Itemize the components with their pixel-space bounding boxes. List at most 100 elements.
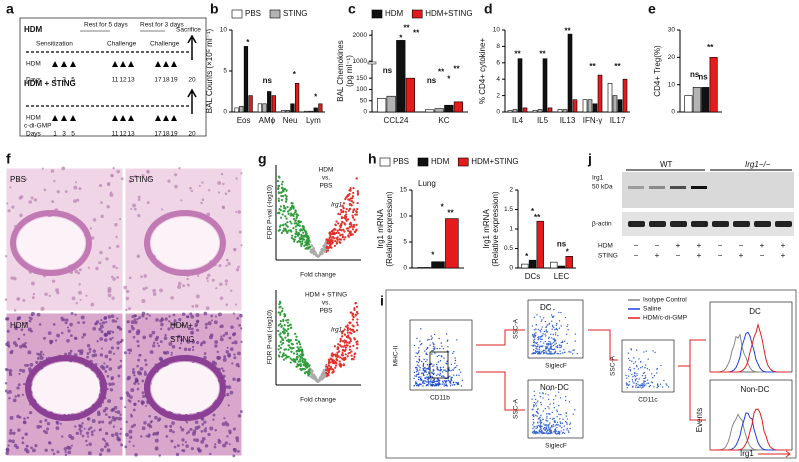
gene-point [329,235,332,239]
event [438,337,440,340]
event [555,324,558,326]
gene-point [296,353,299,356]
cell [64,190,68,194]
event [626,377,628,379]
gene-point [287,355,290,358]
event [548,351,551,353]
gene-point [279,332,282,335]
dose [112,61,118,67]
gene-point [284,336,287,339]
cell [152,292,157,296]
label: HDM+ [170,321,193,330]
gene-point [348,345,352,348]
cell [177,285,182,290]
dose [70,61,76,67]
cell [46,427,50,431]
event [536,348,538,350]
gene-point [282,353,285,356]
cell [124,445,128,449]
event [569,423,571,426]
event [537,328,540,331]
cell [71,296,76,301]
gene-point [286,321,289,324]
event [553,425,555,427]
gene-point [279,351,282,354]
gene-point [312,248,315,251]
cell [148,414,152,418]
event [460,385,463,387]
event [449,385,452,387]
event [445,380,448,382]
gene-point [286,221,289,224]
event [553,417,555,420]
event [439,372,442,375]
label: HDM [26,115,41,122]
event [537,412,539,415]
bar [692,87,701,113]
cell [82,333,87,337]
plot-frame [709,379,793,451]
cell [125,308,128,312]
event [428,338,430,341]
event [540,427,542,429]
cell [96,340,99,343]
gene-point [296,234,300,237]
event [541,326,543,328]
gene-point [303,358,306,361]
gene-point [283,187,287,191]
event [548,428,550,430]
cell [12,431,16,435]
cell [130,207,133,210]
event [535,328,537,330]
label: 50 kDa [592,184,613,191]
cell [103,362,106,365]
gene-point [346,331,349,334]
event [643,383,645,385]
cell [172,430,175,434]
gene-point [293,212,296,215]
gene-point [351,195,355,198]
gene-point [280,231,284,235]
gene-point [345,207,348,211]
event [433,333,436,336]
cell [220,335,223,338]
label: % CD4+ cytokine+ [478,38,487,105]
event [559,425,561,427]
cell [155,448,158,451]
gate [429,351,449,379]
cell [128,179,132,184]
cell [17,428,21,432]
event [416,360,418,363]
event [449,381,451,384]
cell [116,275,120,279]
cell [29,410,33,415]
cell [128,329,132,334]
event [559,350,561,352]
gene-point [280,186,284,189]
event [538,417,541,419]
cell [16,297,20,301]
event [553,407,555,409]
event [562,418,564,420]
cell [105,413,108,416]
cell [78,187,82,191]
label: 1 [509,226,513,233]
event [642,372,645,374]
gene-point [296,355,299,358]
event [657,385,660,388]
cell [10,349,14,353]
event [563,432,566,434]
event [551,353,553,355]
event [441,371,444,373]
cell [180,199,183,202]
legend-swatch [411,9,423,19]
event [535,431,537,434]
event [560,311,562,314]
event [424,370,426,373]
gene-point [329,366,332,369]
event [435,363,438,366]
event [565,395,567,398]
legend-swatch [371,9,383,19]
event [660,364,662,367]
